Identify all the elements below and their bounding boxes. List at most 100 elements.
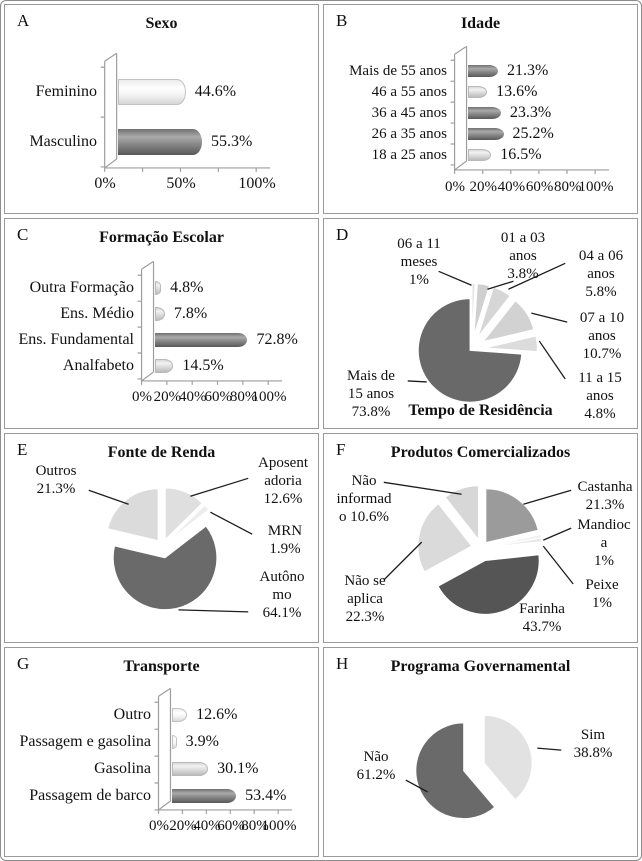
pie-label-line: anos — [587, 266, 615, 283]
pie-label-line: 11 a 15 — [578, 370, 622, 387]
pie-slice — [112, 524, 218, 610]
pie-label-line: adoria — [264, 472, 302, 489]
axis-lines — [137, 261, 283, 386]
chart-title: Transporte — [123, 657, 200, 675]
panel-h: H Programa Governamental Sim 38.8% Não 61.2… — [323, 646, 638, 857]
bar — [172, 789, 237, 804]
category-label: 18 a 25 anos — [371, 146, 447, 163]
pie-label-line: 1% — [592, 594, 612, 611]
leader-line — [210, 511, 253, 535]
bar — [172, 735, 177, 750]
bar — [155, 281, 162, 296]
x-axis-tick-label: 0% — [94, 175, 116, 192]
bar-chart-sexo: Feminino 44.6% Masculino 55.3% 0% 50% 100% — [5, 5, 318, 213]
pie-slice-label: Castanha 21.3% — [574, 478, 636, 514]
pie-label-line: mo — [272, 586, 292, 603]
chart-title: Produtos Comercializados — [390, 443, 571, 461]
value-label: 7.8% — [173, 305, 208, 323]
pie-chart-tempo-residencia: 06 a 11 meses 1% 01 a 03 anos 3.8% 04 a 06 anos… — [324, 219, 637, 427]
pie-label-line: 5.8% — [585, 284, 617, 301]
pie-slice — [107, 487, 159, 541]
pie-slice — [483, 714, 533, 801]
bar — [155, 359, 174, 374]
pie-slice-label: MRN 1.9% — [255, 522, 315, 558]
panel-b: B Idade Mais de 55 anos 21.3% 46 a 55 anos… — [323, 4, 638, 215]
pie-slice-label: 04 a 06 anos 5.8% — [568, 247, 634, 301]
pie-slice — [473, 283, 491, 336]
pie-label-line: Não se — [344, 572, 386, 589]
category-label: Mais de 55 anos — [349, 62, 447, 79]
bar-chart-formacao-escolar: Outra Formação 4.8% Ens. Médio 7.8% Ens. Fun… — [5, 219, 318, 427]
pie-slice — [482, 300, 535, 343]
pie-label-line: 15 anos — [347, 386, 395, 403]
pie-chart-fonte-renda: Aposent adoria 12.6% MRN 1.9% Autôno mo 64.1% Ou… — [5, 434, 318, 642]
x-axis-tick-label: 50% — [166, 175, 196, 192]
pie-canvas — [405, 714, 562, 819]
value-label: 30.1% — [217, 760, 259, 778]
bar — [118, 79, 186, 105]
x-axis-tick-label: 100% — [238, 175, 276, 192]
pie-slice — [417, 298, 523, 403]
pie-label-line: 07 a 10 — [579, 310, 625, 327]
pie-label-line: Mais de — [347, 368, 395, 385]
value-label: 25.2% — [512, 124, 554, 142]
x-axis-tick-label: 100% — [578, 179, 614, 195]
x-axis-tick-label: 40% — [193, 817, 221, 834]
category-label: 46 a 55 anos — [371, 83, 447, 100]
pie-slice — [417, 502, 473, 572]
x-axis-tick-label: 0% — [132, 389, 152, 406]
panel-c: C Formação Escolar Outra Formação 4.8% Ens… — [4, 218, 319, 429]
pie-label-line: 4.8% — [584, 406, 616, 423]
leader-line — [407, 380, 427, 383]
pie-slice-label: 06 a 11 meses 1% — [379, 235, 459, 289]
value-label: 13.6% — [496, 82, 538, 100]
category-label: Ens. Médio — [60, 305, 134, 323]
pie-label-line: 22.3% — [345, 608, 385, 625]
leader-line — [383, 481, 462, 495]
x-axis-tick-label: 20% — [169, 817, 197, 834]
pie-label-line: informad — [336, 490, 392, 507]
pie-label-line: Farinha — [519, 600, 565, 617]
pie-label-line: 38.8% — [573, 744, 613, 761]
x-axis-tick-label: 20% — [153, 389, 182, 406]
pie-slice — [488, 537, 543, 548]
x-axis-tick-label: 80% — [241, 817, 269, 834]
category-label: Outro — [113, 706, 151, 724]
bar — [172, 708, 188, 723]
bar — [468, 127, 504, 140]
x-axis-tick-label: 20% — [469, 179, 497, 195]
bar — [118, 129, 203, 155]
x-axis-tick-label: 0% — [445, 179, 465, 195]
value-label: 44.6% — [194, 83, 237, 100]
pie-label-line: Autôno — [259, 568, 305, 585]
pie-label-line: 64.1% — [262, 604, 302, 621]
category-label: 36 a 45 anos — [371, 104, 447, 121]
x-axis-tick-label: 100% — [251, 389, 287, 406]
category-label: 26 a 35 anos — [371, 125, 447, 142]
pie-label-line: 3.8% — [507, 266, 539, 283]
panel-letter: D — [336, 225, 349, 245]
panel-f: F Produtos Comercializados Castanha 21.3%… — [323, 432, 638, 643]
pie-chart-programa-governamental: Sim 38.8% Não 61.2% — [324, 648, 637, 856]
bar-axis-canvas — [137, 261, 283, 386]
leader-line — [523, 489, 572, 505]
value-label: 14.5% — [182, 357, 224, 375]
pie-label-line: MRN — [267, 522, 303, 539]
pie-slice-label: Aposent adoria 12.6% — [251, 454, 315, 508]
bar — [155, 307, 165, 322]
pie-label-line: aplica — [347, 590, 383, 607]
pie-slice-label: Mais de 15 anos 73.8% — [334, 367, 408, 421]
leader-line — [88, 489, 129, 505]
pie-label-line: a — [600, 534, 608, 551]
panel-g: G Transporte Outro 12.6% Passagem e gasoli… — [4, 646, 319, 857]
pie-chart-produtos-comercializados: Castanha 21.3% Mandioc a 1% Peixe 1% Farinha 43.… — [324, 434, 637, 642]
x-axis-tick-label: 60% — [204, 389, 232, 406]
pie-slice-label: Não 61.2% — [346, 748, 406, 784]
pie-label-line: 10.7% — [582, 346, 622, 363]
pie-slice — [164, 486, 203, 541]
bar — [172, 762, 209, 777]
pie-canvas — [383, 481, 574, 615]
value-label: 23.3% — [509, 103, 552, 121]
x-axis-tick-label: 80% — [229, 389, 258, 406]
pie-label-line: Outros — [35, 462, 77, 479]
